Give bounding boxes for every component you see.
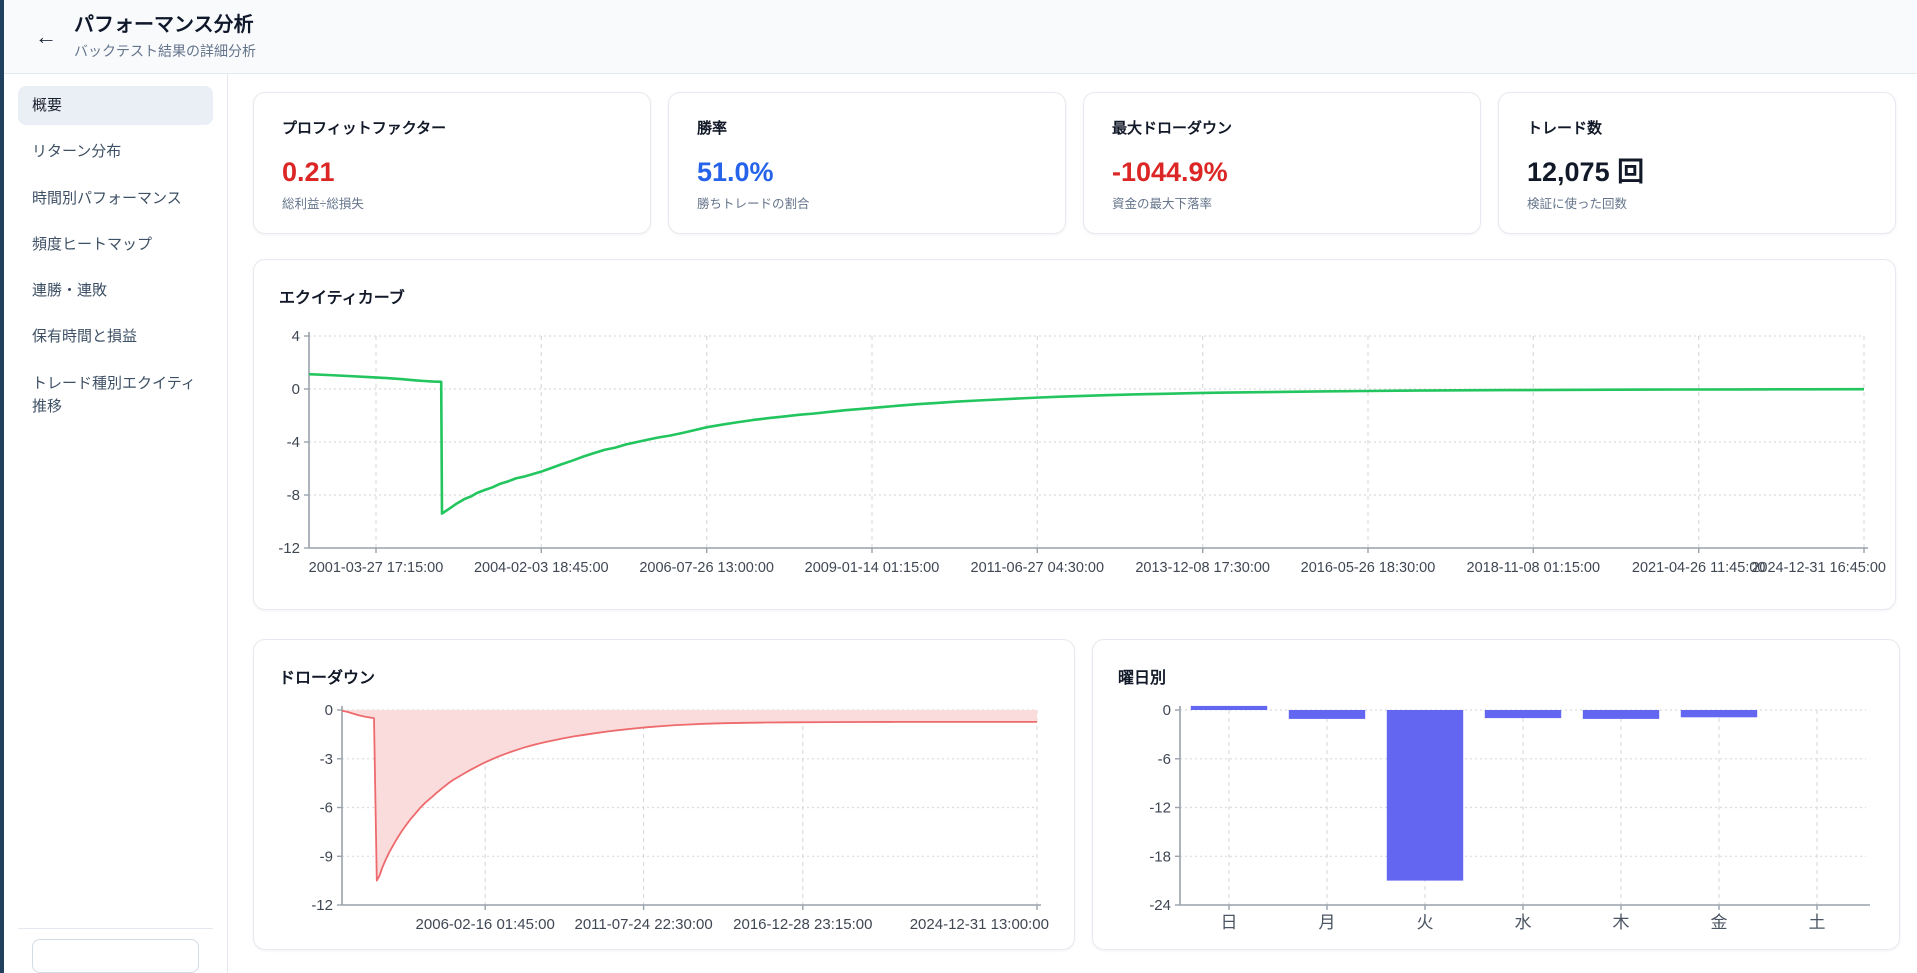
svg-text:土: 土 (1809, 913, 1826, 932)
svg-text:2018-11-08 01:15:00: 2018-11-08 01:15:00 (1467, 560, 1601, 576)
svg-text:-12: -12 (311, 897, 333, 914)
svg-text:2004-02-03 18:45:00: 2004-02-03 18:45:00 (474, 560, 609, 576)
svg-text:-9: -9 (320, 848, 333, 865)
svg-text:2013-12-08 17:30:00: 2013-12-08 17:30:00 (1135, 560, 1270, 576)
svg-text:-6: -6 (320, 800, 333, 817)
svg-text:-12: -12 (1149, 800, 1171, 817)
sidebar-items: 概要リターン分布時間別パフォーマンス 頻度ヒートマップ 連勝・連敗保有時間と損益トレ… (18, 86, 213, 433)
stat-title: プロフィットファクター (282, 120, 447, 137)
day-of-week-title: 曜日別 (1118, 670, 1167, 687)
sidebar-footer-button[interactable] (32, 939, 199, 973)
stat-value: 12,075 回 (1527, 157, 1645, 187)
svg-text:2021-04-26 11:45:00: 2021-04-26 11:45:00 (1632, 560, 1766, 576)
day-of-week-chart: 0 -6 -12 -18 -24 日 月 火 水 木 金 土 (1118, 698, 1874, 948)
stat-value: 51.0% (697, 157, 774, 187)
page-subtitle: バックテスト結果の詳細分析 (74, 42, 256, 59)
svg-text:-24: -24 (1149, 897, 1171, 914)
svg-text:水: 水 (1515, 913, 1532, 932)
equity-curve-title: エクイティカーブ (279, 290, 405, 307)
svg-text:2011-07-24 22:30:00: 2011-07-24 22:30:00 (575, 916, 713, 933)
svg-text:-6: -6 (1158, 751, 1171, 768)
svg-text:月: 月 (1319, 913, 1336, 932)
svg-text:2011-06-27 04:30:00: 2011-06-27 04:30:00 (971, 560, 1105, 576)
svg-text:日: 日 (1221, 913, 1238, 932)
header-text: パフォーマンス分析 バックテスト結果の詳細分析 (74, 13, 256, 61)
page-header: ← パフォーマンス分析 バックテスト結果の詳細分析 (4, 0, 1917, 74)
svg-text:2016-05-26 18:30:00: 2016-05-26 18:30:00 (1301, 560, 1436, 576)
stat-card-trade-count: トレード数 12,075 回 検証に使った回数 (1498, 92, 1896, 234)
stat-title: 勝率 (697, 120, 728, 137)
stat-title: トレード数 (1527, 120, 1603, 137)
svg-text:2016-12-28 23:15:00: 2016-12-28 23:15:00 (733, 916, 872, 933)
bottom-charts-row: ドローダウン 0 -3 -6 -9 -12 2006-02-16 01:45:00 2011… (253, 639, 1900, 950)
stat-sublabel: 総利益÷総損失 (282, 196, 364, 211)
sidebar-item-2[interactable]: 時間別パフォーマンス (32, 189, 182, 207)
svg-text:4: 4 (292, 328, 300, 345)
page-title: パフォーマンス分析 (74, 13, 254, 36)
drawdown-chart: 0 -3 -6 -9 -12 2006-02-16 01:45:00 2011-07-24 … (279, 698, 1049, 948)
svg-text:0: 0 (292, 381, 300, 398)
day-of-week-card: 曜日別 0 -6 -12 -18 -24 日 月 火 水 木 金 土 (1092, 639, 1900, 950)
svg-text:-3: -3 (320, 751, 333, 768)
sidebar-item-4[interactable]: 連勝・連敗 (32, 282, 108, 299)
back-button[interactable]: ← (28, 19, 64, 55)
stat-card-win-rate: 勝率 51.0% 勝ちトレードの割合 (668, 92, 1066, 234)
stat-sublabel: 勝ちトレードの割合 (697, 196, 810, 211)
equity-curve-card: エクイティカーブ 4 0 -4 -8 -12 2001-03-27 17:15:00 200… (253, 259, 1896, 610)
sidebar-item-5[interactable]: 保有時間と損益 (32, 328, 138, 346)
svg-text:-4: -4 (287, 434, 300, 451)
svg-text:金: 金 (1711, 913, 1728, 932)
svg-text:2001-03-27 17:15:00: 2001-03-27 17:15:00 (309, 560, 444, 576)
sidebar-footer-divider (18, 928, 213, 973)
stat-card-max-drawdown: 最大ドローダウン -1044.9% 資金の最大下落率 (1083, 92, 1481, 234)
sidebar-nav: 概要リターン分布時間別パフォーマンス 頻度ヒートマップ 連勝・連敗保有時間と損益トレ… (4, 74, 228, 973)
svg-text:2024-12-31 13:00:00: 2024-12-31 13:00:00 (910, 916, 1049, 933)
sidebar-item-3[interactable]: 頻度ヒートマップ (32, 235, 153, 253)
stat-cards-row: プロフィットファクター 0.21 総利益÷総損失 勝率 51.0% 勝ちトレード… (253, 92, 1896, 234)
stat-sublabel: 資金の最大下落率 (1112, 196, 1213, 211)
svg-text:木: 木 (1613, 913, 1630, 932)
stat-title: 最大ドローダウン (1112, 120, 1233, 137)
main-content: プロフィットファクター 0.21 総利益÷総損失 勝率 51.0% 勝ちトレード… (228, 74, 1917, 973)
svg-text:2024-12-31 16:45:00: 2024-12-31 16:45:00 (1751, 560, 1886, 576)
svg-text:-12: -12 (278, 540, 300, 557)
svg-text:2006-07-26 13:00:00: 2006-07-26 13:00:00 (639, 560, 774, 576)
equity-curve-chart: 4 0 -4 -8 -12 2001-03-27 17:15:00 2004-02-03 1… (278, 320, 1886, 583)
svg-text:0: 0 (325, 702, 333, 719)
stat-card-profit-factor: プロフィットファクター 0.21 総利益÷総損失 (253, 92, 651, 234)
svg-text:2009-01-14 01:15:00: 2009-01-14 01:15:00 (805, 560, 940, 576)
svg-text:-18: -18 (1149, 848, 1171, 865)
svg-text:-8: -8 (287, 487, 300, 504)
stat-value: 0.21 (282, 157, 335, 187)
svg-text:0: 0 (1163, 702, 1171, 719)
stat-sublabel: 検証に使った回数 (1527, 196, 1628, 211)
sidebar-item-0[interactable]: 概要 (18, 86, 213, 126)
drawdown-card: ドローダウン 0 -3 -6 -9 -12 2006-02-16 01:45:00 2011… (253, 639, 1075, 950)
drawdown-title: ドローダウン (279, 670, 376, 687)
svg-text:火: 火 (1417, 913, 1434, 932)
arrow-left-icon: ← (35, 23, 57, 49)
stat-value: -1044.9% (1112, 157, 1228, 187)
sidebar-item-1[interactable]: リターン分布 (32, 143, 122, 161)
sidebar-item-6[interactable]: トレード種別エクイティ推移 (32, 374, 196, 415)
svg-text:2006-02-16 01:45:00: 2006-02-16 01:45:00 (416, 916, 555, 933)
